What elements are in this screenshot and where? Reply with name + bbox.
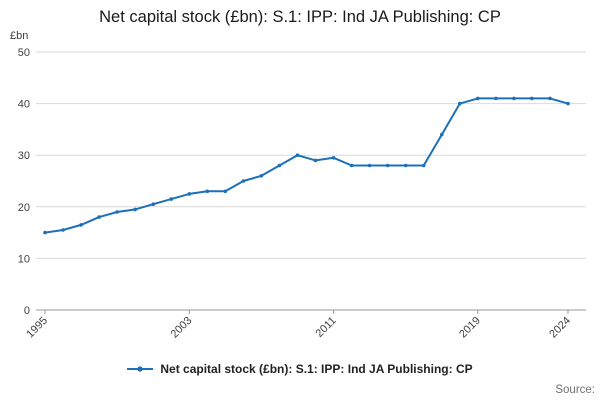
line-chart: 0 10 20 30 40 50 1995 2003 2011 2019 2024 — [0, 44, 600, 344]
data-point-marker — [43, 230, 47, 235]
data-point-marker — [115, 210, 119, 214]
data-point-marker — [205, 189, 210, 194]
y-tick-label: 20 — [18, 202, 30, 214]
data-point-marker — [566, 101, 570, 106]
data-point-marker — [440, 132, 444, 137]
data-point-marker — [530, 96, 534, 101]
data-point-marker — [97, 215, 101, 219]
data-point-marker — [458, 101, 462, 106]
legend: Net capital stock (£bn): S.1: IPP: Ind J… — [0, 362, 600, 376]
source-label: Source: — [555, 384, 595, 396]
data-point-marker — [259, 174, 264, 178]
x-tick-label: 2024 — [547, 315, 573, 341]
x-tick-label: 2019 — [457, 315, 483, 341]
data-point-marker — [403, 163, 408, 168]
data-point-marker — [367, 163, 372, 168]
data-point-marker — [61, 228, 65, 232]
y-tick-label: 50 — [18, 47, 30, 59]
data-point-marker — [385, 163, 390, 168]
data-point-marker — [421, 163, 426, 168]
data-point-marker — [241, 179, 246, 183]
data-point-marker — [277, 163, 282, 168]
data-point-marker — [512, 96, 516, 101]
data-point-marker — [476, 96, 480, 101]
y-tick-label: 40 — [18, 99, 30, 111]
series-line — [44, 97, 569, 234]
data-point-marker — [151, 202, 155, 206]
y-tick-label: 10 — [18, 253, 30, 265]
data-point-marker — [187, 192, 192, 196]
data-point-marker — [494, 96, 498, 101]
data-point-marker — [331, 156, 336, 160]
y-tick-label: 30 — [18, 150, 30, 162]
data-point-marker — [349, 163, 354, 168]
x-tick-label: 2011 — [314, 315, 339, 340]
data-point-marker — [169, 197, 173, 201]
y-axis-unit-label: £bn — [10, 30, 29, 42]
x-tick-label: 2003 — [169, 315, 195, 341]
legend-label: Net capital stock (£bn): S.1: IPP: Ind J… — [160, 362, 473, 376]
y-tick-label: 0 — [24, 305, 30, 317]
data-point-marker — [223, 189, 228, 194]
data-point-marker — [133, 207, 137, 212]
legend-line-marker-icon — [127, 364, 154, 374]
data-point-marker — [548, 96, 552, 101]
chart-title: Net capital stock (£bn): S.1: IPP: Ind J… — [99, 8, 501, 26]
data-point-marker — [313, 158, 318, 163]
data-point-marker — [295, 153, 300, 157]
data-point-marker — [79, 223, 83, 227]
x-tick-label: 1995 — [24, 315, 50, 341]
